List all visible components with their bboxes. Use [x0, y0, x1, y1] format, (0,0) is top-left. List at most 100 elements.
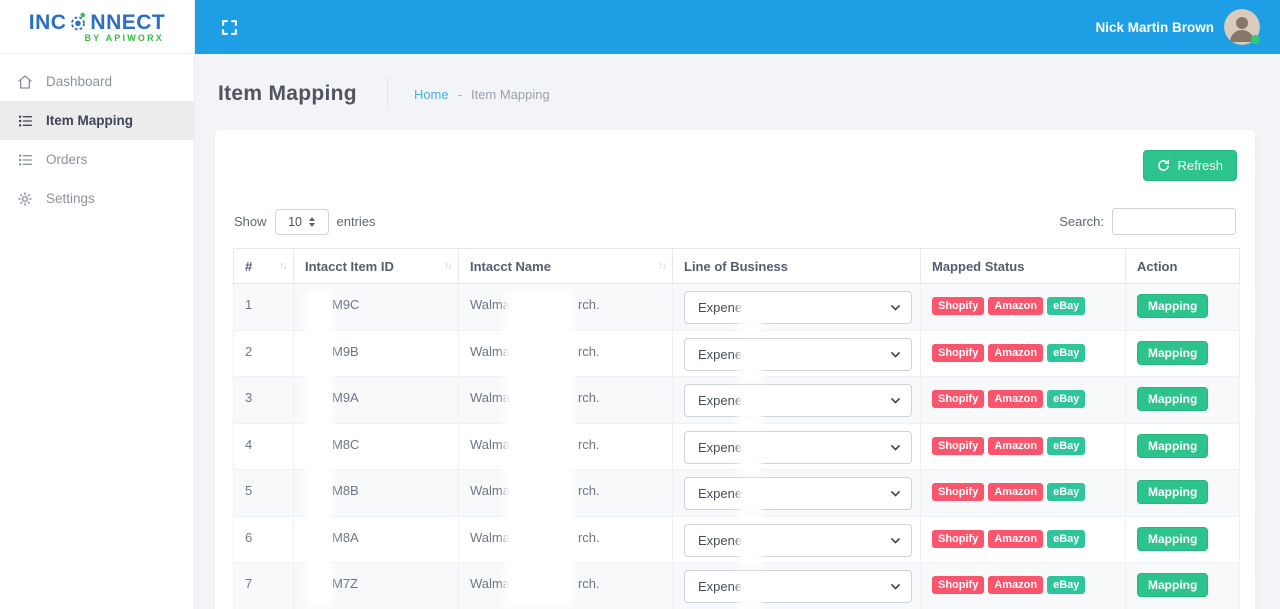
column-header--[interactable]: # ↑↓	[233, 248, 294, 284]
intacct-name-cell: Walma rch.	[458, 376, 673, 424]
status-badge-ebay: eBay	[1047, 297, 1086, 316]
item-mapping-card: Refresh Show 10 entries Search:	[215, 130, 1255, 609]
gear-icon	[17, 191, 33, 207]
intacct-item-id-cell: M8B	[293, 469, 459, 517]
table-row: 4 M8C Walma rch. Expene Shopify Amazon eBay…	[233, 422, 1240, 475]
brand-name-right: NNECT	[90, 10, 166, 34]
mapped-status-cell: Shopify Amazon eBay	[920, 422, 1126, 470]
intacct-name-cell: Walma rch.	[458, 283, 673, 331]
chevron-down-icon	[890, 583, 901, 590]
column-header-action[interactable]: Action	[1125, 248, 1240, 284]
line-of-business-cell: Expene	[672, 329, 921, 382]
page-length-control: Show 10 entries	[234, 208, 376, 235]
line-of-business-cell: Expene	[672, 515, 921, 568]
intacct-item-id-cell: M9B	[293, 329, 459, 377]
table-row: 3 M9A Walma rch. Expene Shopify Amazon eBay…	[233, 376, 1240, 428]
mapped-status-cell: Shopify Amazon eBay	[920, 469, 1126, 517]
chevron-down-icon	[890, 490, 901, 497]
status-badge-amazon: Amazon	[988, 529, 1044, 548]
line-of-business-select[interactable]: Expene	[684, 570, 912, 609]
brand-logo[interactable]: INC NNECT BY APIWORX	[0, 0, 194, 54]
sidebar-item-settings[interactable]: Settings	[0, 179, 194, 218]
line-of-business-value: Expene	[698, 579, 743, 594]
chevron-down-icon	[890, 444, 901, 451]
column-header-label: Intacct Item ID	[305, 258, 394, 274]
mapping-button[interactable]: Mapping	[1137, 294, 1209, 318]
status-badge-shopify: Shopify	[932, 297, 985, 316]
line-of-business-select[interactable]: Expene	[684, 477, 912, 521]
line-of-business-select[interactable]: Expene	[684, 291, 912, 335]
line-of-business-select[interactable]: Expene	[684, 523, 912, 568]
sidebar-item-item-mapping[interactable]: Item Mapping	[0, 101, 194, 140]
brand-name: INC NNECT	[29, 11, 166, 35]
card-toolbar: Refresh	[233, 150, 1237, 181]
intacct-name-cell: Walma rch.	[458, 329, 673, 377]
refresh-button[interactable]: Refresh	[1143, 150, 1237, 181]
mapping-button[interactable]: Mapping	[1137, 340, 1209, 365]
sidebar: INC NNECT BY APIWORX Dashboard Item Mapp…	[0, 0, 195, 609]
sidebar-item-label: Orders	[46, 152, 88, 167]
column-header-mapped-status[interactable]: Mapped Status	[920, 248, 1126, 284]
table-row: 5 M8B Walma rch. Expene Shopify Amazon eBay…	[233, 469, 1240, 521]
intacct-name-cell: Walma rch.	[458, 562, 673, 609]
mapped-status-cell: Shopify Amazon eBay	[920, 283, 1126, 331]
status-badge-ebay: eBay	[1047, 343, 1086, 362]
list-icon	[17, 113, 33, 129]
column-header-label: Intacct Name	[470, 258, 551, 274]
intacct-item-id-cell: M7Z	[293, 562, 459, 609]
intacct-item-id-cell: M8A	[293, 515, 459, 563]
status-badge-amazon: Amazon	[988, 436, 1044, 455]
user-menu[interactable]: Nick Martin Brown	[1095, 9, 1260, 45]
line-of-business-value: Expene	[698, 393, 743, 408]
logo-target-icon	[71, 12, 86, 30]
line-of-business-value: Expene	[698, 300, 743, 315]
column-header-intacct-item-id[interactable]: Intacct Item ID ↑↓	[293, 248, 459, 284]
mapping-button[interactable]: Mapping	[1137, 433, 1209, 458]
line-of-business-select[interactable]: Expene	[684, 384, 912, 428]
line-of-business-cell: Expene	[672, 422, 921, 475]
line-of-business-cell: Expene	[672, 283, 921, 335]
mapping-button[interactable]: Mapping	[1137, 573, 1209, 597]
line-of-business-value: Expene	[698, 532, 743, 548]
page-size-value: 10	[288, 214, 302, 229]
column-header-intacct-name[interactable]: Intacct Name ↑↓	[458, 248, 673, 284]
status-badge-amazon: Amazon	[988, 390, 1044, 409]
list-icon	[17, 152, 33, 168]
breadcrumb-home-link[interactable]: Home	[413, 86, 449, 102]
action-cell: Mapping	[1125, 469, 1240, 517]
search-control: Search:	[1059, 208, 1236, 235]
mapping-button[interactable]: Mapping	[1137, 387, 1209, 411]
column-header-line-of-business[interactable]: Line of Business	[672, 248, 921, 284]
avatar	[1224, 9, 1260, 45]
mapping-button[interactable]: Mapping	[1137, 526, 1209, 551]
sidebar-item-orders[interactable]: Orders	[0, 140, 194, 179]
page-size-select[interactable]: 10	[274, 208, 329, 235]
column-header-label: Mapped Status	[932, 258, 1025, 274]
chevron-down-icon	[890, 304, 901, 311]
show-label: Show	[234, 214, 267, 229]
breadcrumb-current: Item Mapping	[470, 86, 550, 102]
row-number-cell: 5	[233, 469, 294, 517]
row-number-cell: 6	[233, 515, 294, 563]
sidebar-item-dashboard[interactable]: Dashboard	[0, 62, 194, 101]
brand-tagline: BY APIWORX	[84, 32, 164, 43]
table-controls: Show 10 entries Search:	[233, 208, 1237, 235]
line-of-business-select[interactable]: Expene	[684, 337, 912, 382]
line-of-business-value: Expene	[698, 439, 743, 455]
mapped-status-cell: Shopify Amazon eBay	[920, 515, 1126, 563]
action-cell: Mapping	[1125, 376, 1240, 424]
header-divider	[386, 79, 388, 109]
search-input[interactable]	[1112, 208, 1236, 235]
item-mapping-table: # ↑↓ Intacct Item ID ↑↓ Intacct Name ↑↓ …	[233, 248, 1240, 609]
topbar: Nick Martin Brown	[195, 0, 1280, 54]
status-badge-ebay: eBay	[1047, 529, 1086, 548]
action-cell: Mapping	[1125, 515, 1240, 563]
mapping-button[interactable]: Mapping	[1137, 480, 1209, 504]
breadcrumb-separator: -	[457, 86, 462, 102]
line-of-business-cell: Expene	[672, 469, 921, 521]
line-of-business-select[interactable]: Expene	[684, 430, 912, 475]
fullscreen-icon[interactable]	[221, 19, 238, 36]
table-row: 6 M8A Walma rch. Expene Shopify Amazon eBay…	[233, 515, 1240, 568]
row-number-cell: 3	[233, 376, 294, 424]
refresh-label: Refresh	[1177, 158, 1223, 173]
